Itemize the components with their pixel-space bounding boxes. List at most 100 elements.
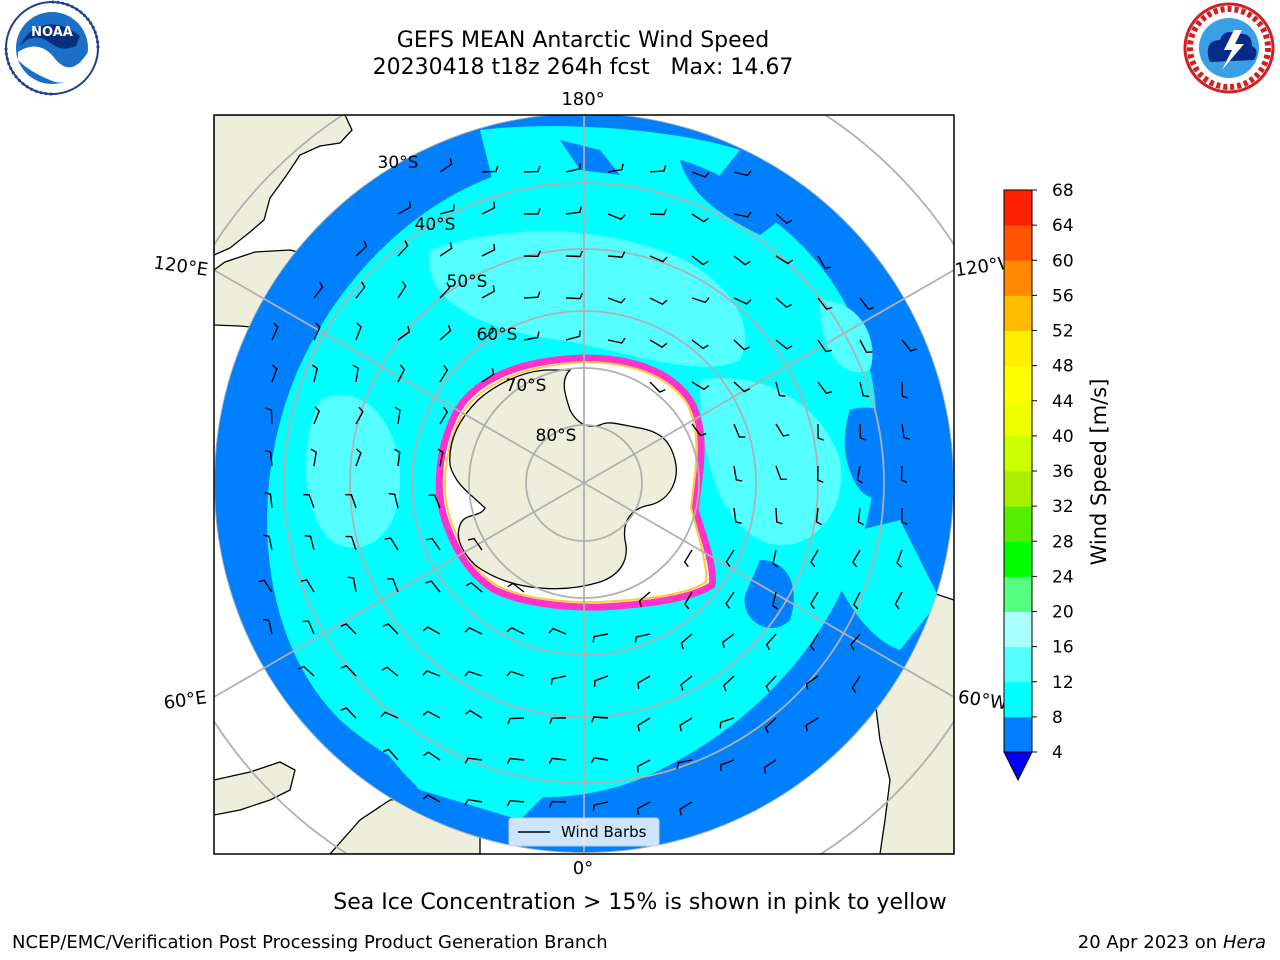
wind-barb xyxy=(481,201,496,215)
wind-barb xyxy=(388,492,399,509)
wind-barb xyxy=(313,406,321,425)
wind-barb xyxy=(691,171,710,178)
wind-barb xyxy=(355,448,362,467)
lon-label-120e: 120°E xyxy=(152,252,209,280)
wind-barb xyxy=(387,578,399,593)
wind-barb xyxy=(815,507,823,526)
wind-barb xyxy=(340,707,357,719)
colorbar-tick-label: 60 xyxy=(1052,251,1074,271)
wind-barb xyxy=(422,794,441,803)
colorbar-tick-label: 20 xyxy=(1052,603,1074,623)
wind-barb xyxy=(382,748,399,761)
wind-barb xyxy=(733,297,752,305)
colorbar-tick-label: 44 xyxy=(1052,392,1074,412)
wind-barb xyxy=(649,339,668,348)
wind-barb xyxy=(901,507,908,525)
wind-barb xyxy=(590,757,609,764)
wind-barb xyxy=(439,282,451,299)
wind-barb xyxy=(549,800,567,808)
wind-barb xyxy=(850,633,861,651)
colorbar-tick-label: 4 xyxy=(1052,743,1063,763)
wind-barb xyxy=(638,591,651,608)
colorbar-tick-label: 16 xyxy=(1052,638,1074,658)
wind-barb xyxy=(733,381,751,393)
wind-barb xyxy=(649,381,666,393)
wind-barb xyxy=(439,158,453,173)
wind-barb xyxy=(265,407,273,425)
wind-barb xyxy=(355,406,364,425)
wind-barb xyxy=(637,717,651,732)
wind-barb xyxy=(649,164,667,173)
wind-barb xyxy=(805,717,819,732)
wind-barb xyxy=(506,757,525,765)
wind-barb xyxy=(809,591,819,610)
wind-barb xyxy=(809,633,819,652)
wind-barb xyxy=(523,165,541,173)
wind-barb xyxy=(550,675,567,685)
wind-barb xyxy=(607,337,626,344)
wind-barb xyxy=(817,255,832,269)
colorbar-tick-label: 52 xyxy=(1052,322,1074,342)
wind-barb xyxy=(763,759,777,774)
wind-barb xyxy=(817,339,832,353)
wind-barb xyxy=(594,675,609,687)
wind-barb xyxy=(691,213,710,223)
wind-barb xyxy=(775,423,790,437)
wind-barb xyxy=(481,325,494,341)
footer-date: 20 Apr 2023 on Hera xyxy=(1078,932,1266,953)
wind-barb xyxy=(725,549,735,568)
colorbar-tick-label: 8 xyxy=(1052,708,1063,728)
wind-barb xyxy=(565,206,582,215)
wind-barb xyxy=(394,448,401,467)
wind-barb xyxy=(691,255,709,266)
lon-label-60e: 60°E xyxy=(162,687,208,714)
wind-barb xyxy=(523,250,541,258)
wind-barb xyxy=(607,297,626,304)
colorbar-segment xyxy=(1004,611,1032,648)
wind-barb xyxy=(733,507,742,524)
wind-barb xyxy=(271,364,278,383)
wind-barb xyxy=(775,381,786,397)
wind-barb xyxy=(302,620,315,635)
wind-barb xyxy=(382,623,399,635)
wind-barb xyxy=(313,322,321,341)
wind-barb xyxy=(637,675,651,690)
wind-barb xyxy=(297,665,315,677)
wind-barb xyxy=(764,717,777,734)
wind-barb xyxy=(684,591,693,610)
colorbar-segment xyxy=(1004,400,1032,437)
wind-barb xyxy=(347,576,357,593)
wind-barbs xyxy=(258,158,917,816)
wind-barb xyxy=(679,801,693,816)
wind-barb xyxy=(422,626,441,635)
wind-barb xyxy=(345,535,357,551)
wind-barb xyxy=(765,675,777,692)
wind-barb xyxy=(310,448,317,467)
wind-barb xyxy=(775,297,793,309)
footer-date-text: 20 Apr 2023 on xyxy=(1077,932,1223,953)
wind-barb xyxy=(397,364,406,383)
legend-label: Wind Barbs xyxy=(561,823,647,841)
colorbar-tick-label: 40 xyxy=(1052,427,1074,447)
wind-barb xyxy=(733,423,746,438)
wind-barb xyxy=(565,250,583,258)
noaa-logo: NOAA xyxy=(4,0,100,96)
sea-ice-note: Sea Ice Concentration > 15% is shown in … xyxy=(333,890,947,915)
wind-barb xyxy=(733,465,743,482)
wind-barb xyxy=(775,213,793,224)
wind-barb xyxy=(676,759,693,769)
wind-barb xyxy=(817,297,833,310)
wind-barb xyxy=(649,208,668,216)
wind-barb xyxy=(380,711,399,719)
wind-barb xyxy=(592,801,609,812)
wind-barb xyxy=(506,670,525,677)
wind-barb xyxy=(607,213,626,221)
wind-barb xyxy=(439,324,452,341)
colorbar-segment xyxy=(1004,330,1032,367)
wind-barb xyxy=(565,162,582,173)
wind-barb xyxy=(352,364,359,383)
colorbar-segment xyxy=(1004,190,1032,226)
colorbar-segment xyxy=(1004,435,1032,472)
wind-barb xyxy=(679,717,693,732)
chart-title: GEFS MEAN Antarctic Wind Speed xyxy=(396,28,770,53)
